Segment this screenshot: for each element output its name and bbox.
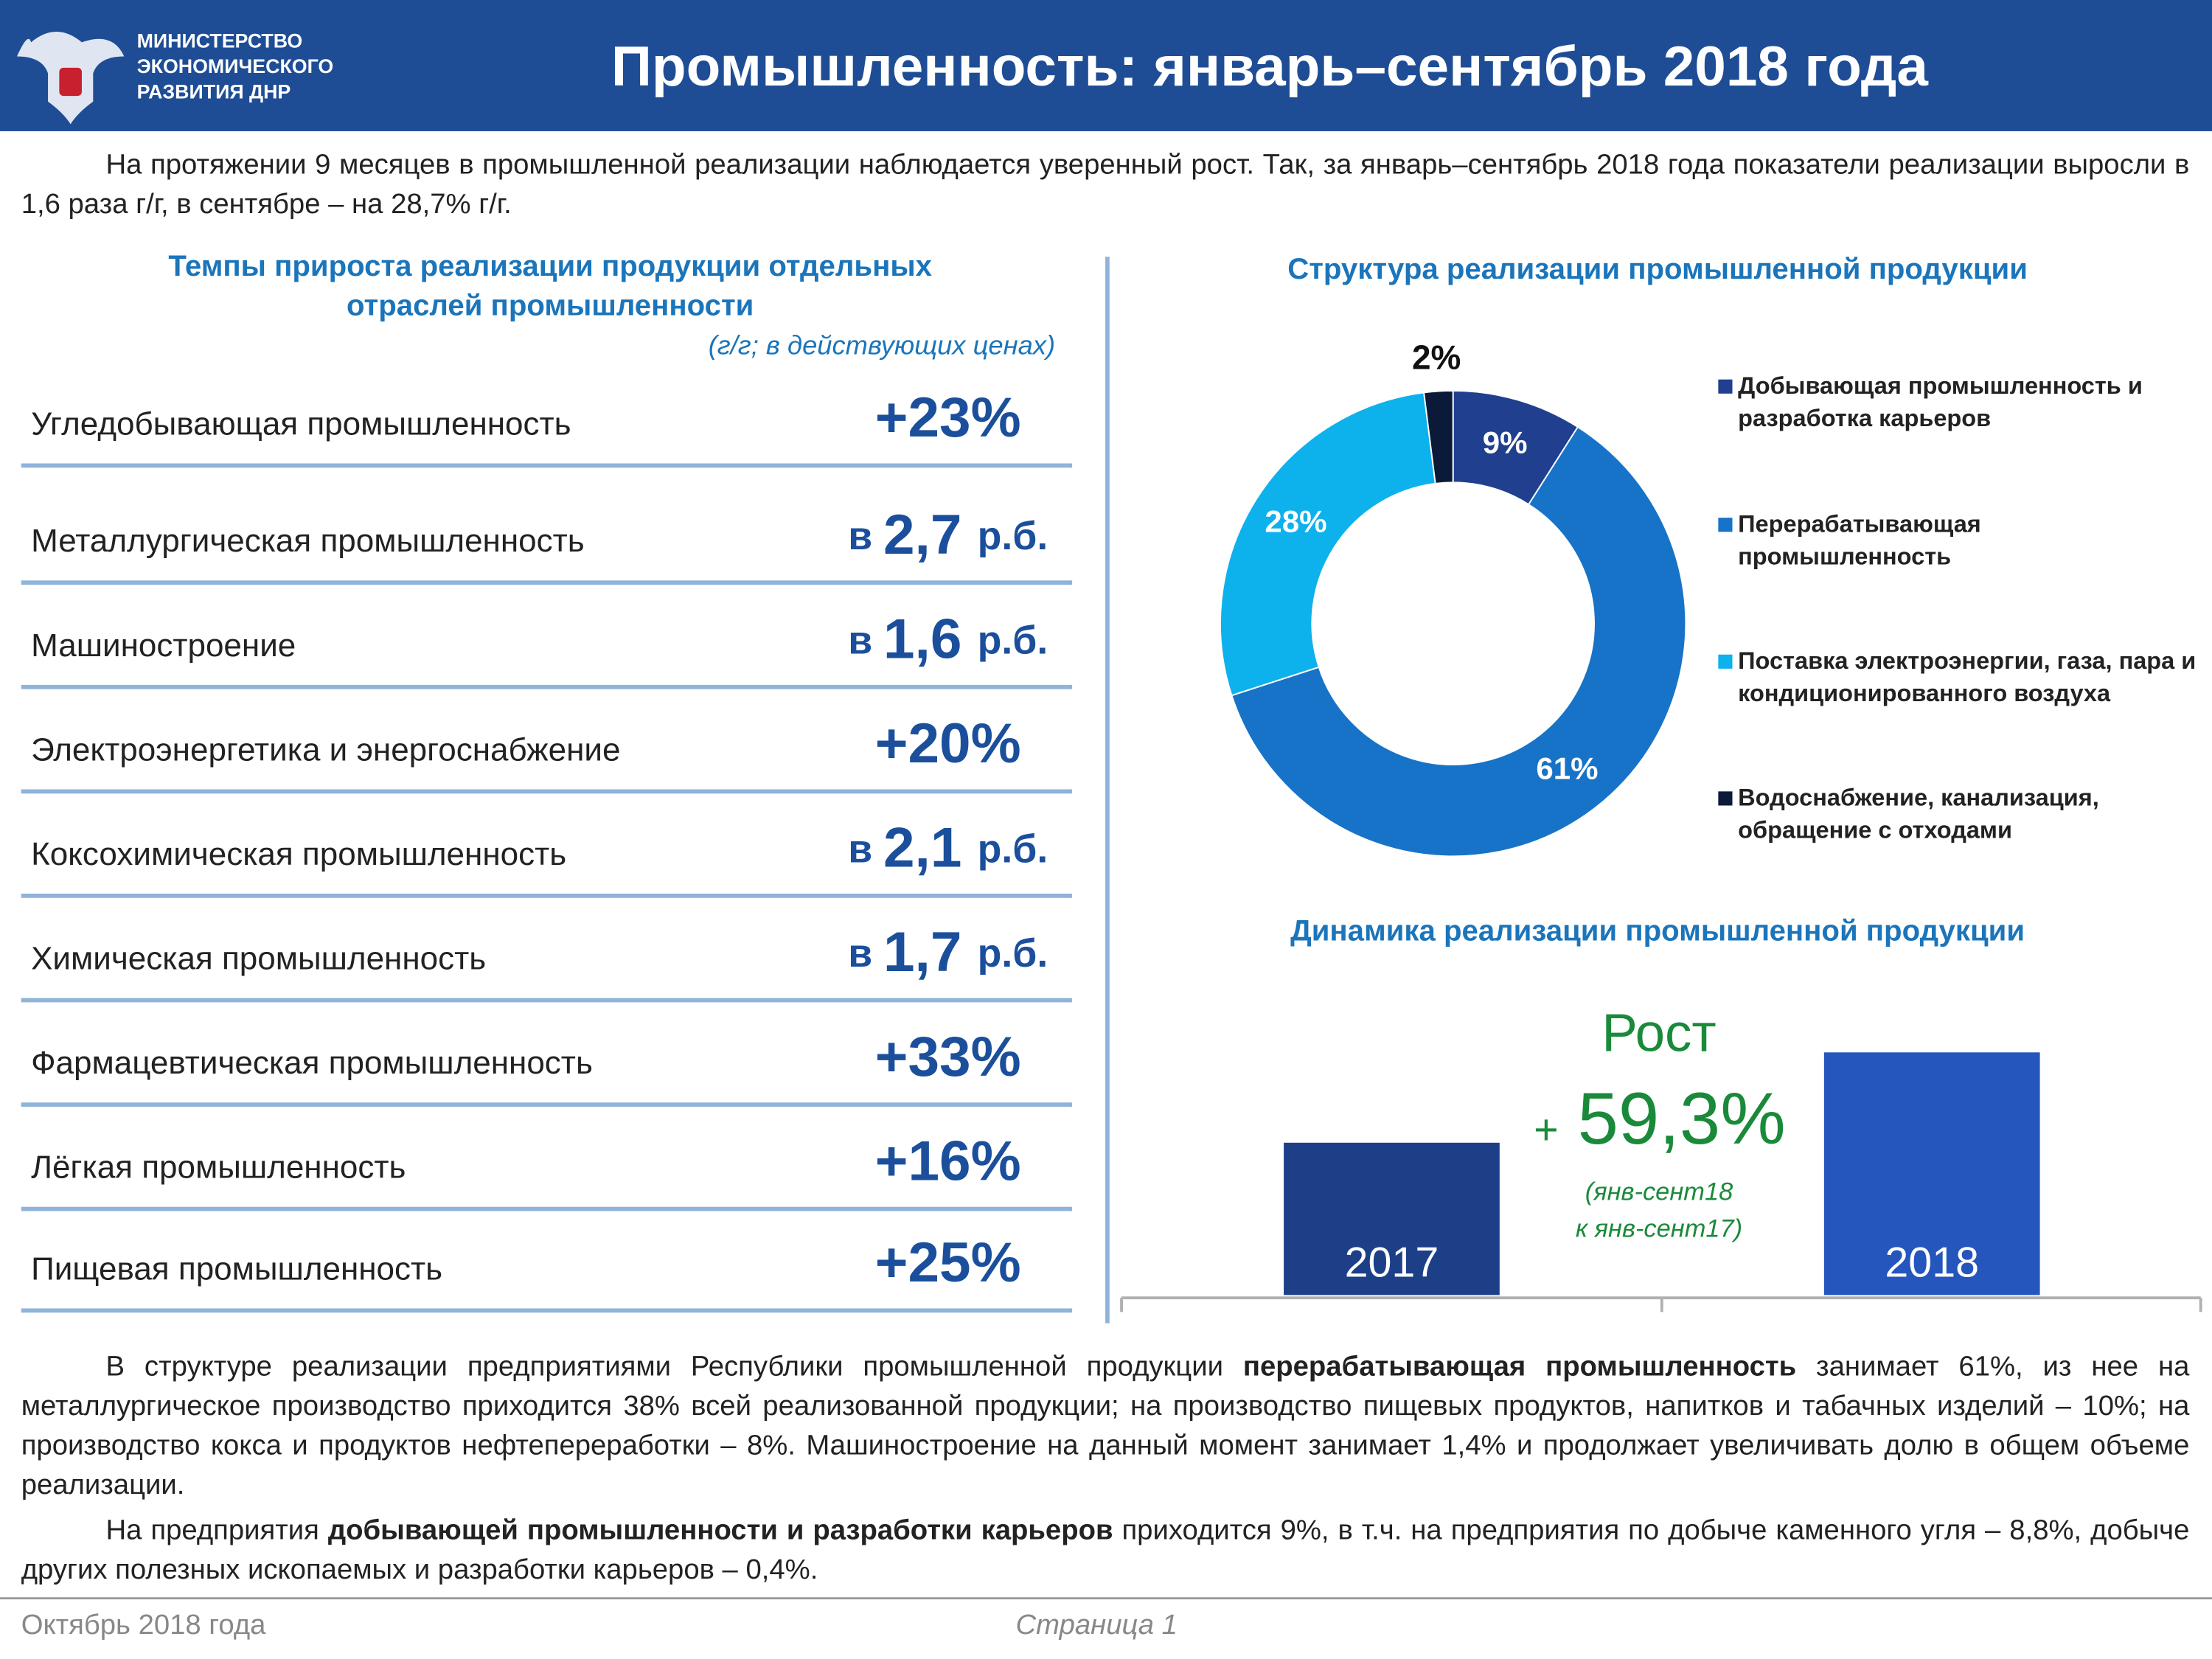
- growth-value: 59,3%: [1578, 1078, 1786, 1160]
- row-label: Металлургическая промышленность: [31, 523, 585, 559]
- legend-item: Водоснабжение, канализация, обращение с …: [1718, 782, 2197, 846]
- legend-swatch: [1718, 791, 1733, 806]
- footer-page: Страница 1: [1016, 1609, 1178, 1641]
- paragraph: На предприятия добывающей промышленности…: [21, 1511, 2190, 1590]
- row-value: +16%: [875, 1130, 1021, 1193]
- legend-swatch: [1718, 654, 1733, 669]
- growth-note: к янв-сент17): [1576, 1214, 1742, 1242]
- paragraph-bold: перерабатывающая промышленность: [1242, 1351, 1797, 1383]
- row-value: в 2,7 р.б.: [848, 504, 1048, 566]
- row-label: Химическая промышленность: [31, 941, 486, 977]
- legend-item: Перерабатывающая промышленность: [1718, 508, 2197, 573]
- growth-sign: +: [1534, 1107, 1559, 1154]
- row-label: Пищевая промышленность: [31, 1251, 442, 1287]
- pie-slice: [1423, 390, 1454, 484]
- row-label: Угледобывающая промышленность: [31, 406, 571, 442]
- slice-label: 28%: [1265, 504, 1326, 538]
- paragraph-text: приходится 9%, в т.ч. на предприятия по …: [21, 1514, 2190, 1586]
- chart-title: Структура реализации промышленной продук…: [1287, 252, 2028, 285]
- legend-item: Добывающая промышленность и разработка к…: [1718, 369, 2197, 434]
- bar-category: 2018: [1885, 1239, 1979, 1286]
- slice-label: 2%: [1412, 338, 1461, 377]
- row-value: +25%: [875, 1231, 1021, 1294]
- ministry-line: ЭКОНОМИЧЕСКОГО: [137, 55, 334, 77]
- table-title: отраслей промышленности: [347, 289, 754, 322]
- legend-swatch: [1718, 379, 1733, 394]
- legend-item: Поставка электроэнергии, газа, пара и ко…: [1718, 644, 2197, 709]
- chart-title: Динамика реализации промышленной продукц…: [1290, 914, 2025, 947]
- pie-slice: [1231, 425, 1687, 858]
- paragraph-text: На предприятия: [105, 1514, 328, 1546]
- legend-label: Поставка электроэнергии, газа, пара и ко…: [1738, 647, 2197, 707]
- paragraph-text: занимает 61%, из нее на металлургическое…: [21, 1351, 2190, 1501]
- ministry-line: МИНИСТЕРСТВО: [137, 29, 303, 52]
- intro: На протяжении 9 месяцев в промышленной р…: [21, 149, 2190, 220]
- row-value: в 1,7 р.б.: [848, 921, 1048, 984]
- row-label: Электроэнергетика и энергоснабжение: [31, 731, 620, 768]
- legend-label: Водоснабжение, канализация, обращение с …: [1738, 784, 2099, 844]
- growth-label: Рост: [1601, 1003, 1716, 1062]
- table-subtitle: (г/г; в действующих ценах): [709, 330, 1055, 360]
- legend-swatch: [1718, 518, 1733, 532]
- row-label: Коксохимическая промышленность: [31, 836, 566, 872]
- slice-label: 9%: [1483, 425, 1528, 459]
- paragraph-text: В структуре реализации предприятиями Рес…: [105, 1351, 1243, 1383]
- pie-slice: [1220, 392, 1436, 697]
- header-bar: [0, 0, 2212, 131]
- row-label: Фармацевтическая промышленность: [31, 1045, 593, 1081]
- bar-category: 2017: [1345, 1239, 1439, 1286]
- legend-label: Перерабатывающая промышленность: [1738, 510, 1981, 570]
- row-value: +33%: [875, 1026, 1021, 1088]
- row-value: в 1,6 р.б.: [848, 608, 1048, 671]
- paragraph: В структуре реализации предприятиями Рес…: [21, 1347, 2190, 1505]
- legend-label: Добывающая промышленность и разработка к…: [1738, 372, 2143, 432]
- row-label: Машиностроение: [31, 627, 296, 664]
- paragraph-bold: добывающей промышленности и разработки к…: [327, 1514, 1113, 1546]
- logo: [16, 32, 125, 125]
- bar: [1823, 1052, 2040, 1295]
- footer-date: Октябрь 2018 года: [21, 1609, 266, 1641]
- row-value: в 2,1 р.б.: [848, 817, 1048, 880]
- slice-label: 61%: [1536, 751, 1598, 785]
- row-value: +20%: [875, 712, 1021, 775]
- bar: [1284, 1142, 1500, 1295]
- page-title: Промышленность: январь–сентябрь 2018 год…: [611, 35, 1929, 98]
- table-title: Темпы прироста реализации продукции отде…: [168, 249, 932, 282]
- ministry-line: РАЗВИТИЯ ДНР: [137, 80, 291, 102]
- row-value: +23%: [875, 386, 1021, 449]
- row-label: Лёгкая промышленность: [31, 1150, 406, 1186]
- growth-note: (янв-сент18: [1585, 1178, 1733, 1206]
